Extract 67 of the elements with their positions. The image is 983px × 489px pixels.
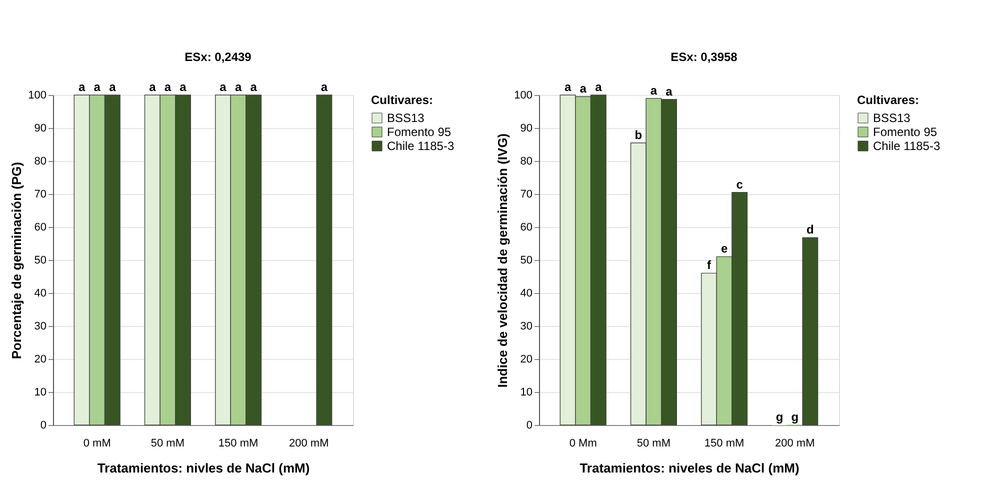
legend-label: Chile 1185-3 [387,139,454,153]
x-tick-label: 200 mM [289,438,329,450]
data-label: a [666,84,673,98]
y-tick-label: 40 [520,288,532,300]
y-tick-label: 40 [34,288,46,300]
x-tick-label: 50 mM [636,438,671,450]
y-tick-label: 10 [520,386,532,398]
y-tick-label: 100 [514,90,532,102]
legend-label: Fomento 95 [387,125,452,139]
data-label: a [220,80,227,94]
data-label: f [707,258,712,272]
legend-label: BSS13 [387,111,425,125]
y-tick-label: 70 [34,188,46,200]
y-tick-label: 80 [34,156,46,168]
data-label: a [164,80,172,94]
y-tick-label: 50 [520,254,532,266]
legend-label: Chile 1185-3 [873,139,940,153]
x-tick-label: 150 mM [218,438,258,450]
data-label: a [78,80,86,94]
data-label: a [320,80,328,94]
x-tick-label: 150 mM [704,438,744,450]
data-label: a [595,80,602,94]
y-tick-label: 30 [520,320,532,332]
y-tick-label: 70 [520,188,532,200]
bar [802,237,818,426]
legend-title: Cultivares: [371,93,434,107]
x-tick-label: 50 mM [150,438,185,450]
data-label: a [180,80,187,94]
y-tick-label: 90 [520,122,532,134]
data-label: a [234,80,242,94]
y-tick-label: 10 [34,386,46,398]
data-label: a [149,80,156,94]
y-tick-label: 20 [520,354,532,366]
data-label: c [736,177,744,192]
y-tick-label: 100 [28,90,46,102]
data-label: g [791,410,799,424]
data-label: d [806,222,814,237]
y-tick-label: 0 [526,420,532,432]
legend-label: Fomento 95 [873,125,938,139]
x-axis-title: Tratamientos: nivles de NaCl (mM) [97,460,310,476]
text: ESx: 0,3958 [670,50,738,64]
y-tick-label: 30 [34,320,46,332]
legend-label: BSS13 [873,111,911,125]
data-label: a [564,80,572,94]
y-tick-label: 80 [520,156,532,168]
data-label: e [720,242,728,256]
data-label: a [109,80,116,94]
data-label: a [580,82,587,96]
legend-title: Cultivares: [857,93,920,107]
y-tick-label: 60 [34,222,46,234]
data-label: b [634,128,642,142]
data-label: g [776,410,784,424]
data-label: a [94,80,101,94]
y-axis-title: Indice de velocidad de germinación (IVG) [495,133,510,388]
x-axis-title: Tratamientos: niveles de NaCl (mM) [580,460,800,476]
data-label: a [650,83,658,98]
x-tick-label: 200 mM [775,438,815,450]
y-tick-label: 60 [520,222,532,234]
text: ESx: 0,2439 [184,50,252,64]
y-tick-label: 20 [34,354,46,366]
y-tick-label: 0 [40,420,46,432]
x-tick-label: 0 mM [83,438,111,450]
y-tick-label: 50 [34,254,46,266]
y-tick-label: 90 [34,122,46,134]
data-label: a [250,80,258,94]
y-axis-title: Porcentaje de germinación (PG) [9,162,24,360]
x-tick-label: 0 Mm [569,438,597,450]
